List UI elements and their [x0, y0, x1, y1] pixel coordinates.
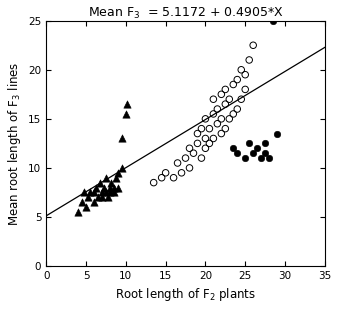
Point [203, 146, 208, 151]
Point [119, 136, 125, 141]
Point [114, 175, 119, 180]
Point [267, 156, 272, 161]
X-axis label: Root length of F$_2$ plants: Root length of F$_2$ plants [115, 286, 256, 303]
Point [215, 107, 220, 112]
Point [187, 165, 192, 170]
Point [91, 200, 97, 205]
Point [235, 77, 240, 82]
Point [231, 82, 236, 87]
Point [86, 195, 91, 200]
Point [115, 170, 121, 175]
Point [215, 121, 220, 126]
Point [95, 195, 101, 200]
Point [243, 156, 248, 161]
Point [125, 102, 130, 107]
Point [151, 180, 156, 185]
Point [103, 190, 109, 195]
Point [159, 175, 164, 180]
Point [82, 190, 87, 195]
Point [263, 151, 268, 156]
Point [219, 116, 224, 121]
Point [199, 126, 204, 131]
Point [195, 131, 200, 136]
Point [123, 112, 128, 116]
Point [219, 131, 224, 136]
Point [91, 190, 97, 195]
Point [246, 57, 252, 62]
Point [195, 141, 200, 146]
Point [115, 185, 121, 190]
Point [183, 156, 188, 161]
Point [226, 116, 232, 121]
Point [111, 190, 117, 195]
Point [226, 97, 232, 102]
Point [243, 72, 248, 77]
Point [83, 205, 89, 210]
Point [258, 156, 264, 161]
Point [103, 175, 109, 180]
Point [211, 112, 216, 116]
Point [187, 146, 192, 151]
Point [75, 210, 81, 214]
Point [175, 161, 180, 166]
Point [93, 185, 98, 190]
Point [263, 141, 268, 146]
Title: Mean F$_3$  = 5.1172 + 0.4905*X: Mean F$_3$ = 5.1172 + 0.4905*X [88, 6, 283, 21]
Point [199, 156, 204, 161]
Point [211, 136, 216, 141]
Point [171, 175, 176, 180]
Point [223, 87, 228, 92]
Point [246, 141, 252, 146]
Point [235, 107, 240, 112]
Point [250, 151, 256, 156]
Point [270, 18, 276, 23]
Point [243, 87, 248, 92]
Y-axis label: Mean root length of F$_3$ lines: Mean root length of F$_3$ lines [5, 61, 23, 226]
Point [107, 185, 113, 190]
Point [274, 131, 280, 136]
Point [203, 116, 208, 121]
Point [99, 190, 104, 195]
Point [254, 146, 260, 151]
Point [250, 43, 256, 48]
Point [239, 67, 244, 72]
Point [163, 170, 168, 175]
Point [99, 195, 104, 200]
Point [107, 190, 113, 195]
Point [231, 146, 236, 151]
Point [223, 126, 228, 131]
Point [207, 126, 212, 131]
Point [101, 185, 106, 190]
Point [109, 180, 114, 185]
Point [211, 97, 216, 102]
Point [207, 141, 212, 146]
Point [111, 185, 117, 190]
Point [179, 170, 184, 175]
Point [219, 92, 224, 97]
Point [203, 136, 208, 141]
Point [98, 180, 103, 185]
Point [105, 195, 111, 200]
Point [191, 151, 196, 156]
Point [79, 200, 85, 205]
Point [119, 165, 125, 170]
Point [231, 112, 236, 116]
Point [239, 97, 244, 102]
Point [223, 102, 228, 107]
Point [235, 151, 240, 156]
Point [87, 190, 93, 195]
